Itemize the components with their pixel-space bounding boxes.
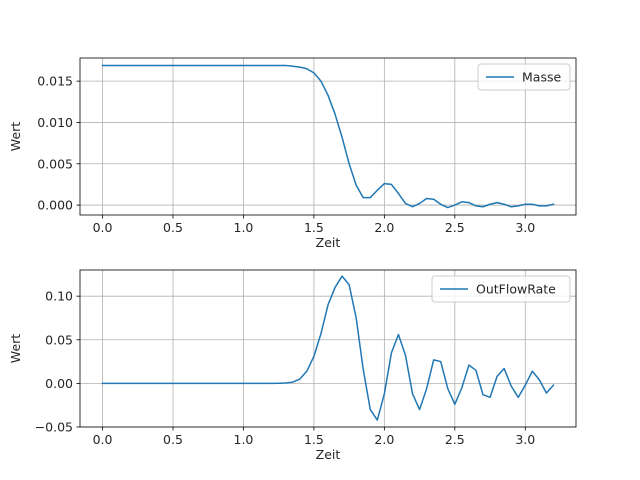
x-tick-label: 2.5 [445,432,465,447]
y-tick-label: 0.005 [37,156,73,171]
x-tick-label: 3.0 [515,220,535,235]
series-line-masse [101,64,555,209]
legend: OutFlowRate [431,275,571,303]
legend: Masse [477,63,571,91]
y-tick-label: 0.010 [37,115,73,130]
legend-label: Masse [522,70,561,85]
y-axis-label: Wert [8,122,23,151]
x-tick-label: 0.5 [163,432,183,447]
x-axis-label: Zeit [316,447,341,462]
legend-box [431,275,571,303]
axes-frame [79,269,577,428]
x-tick-label: 2.5 [445,220,465,235]
y-tick-label: 0.10 [45,289,73,304]
y-tick-label: 0.05 [45,332,73,347]
x-tick-label: 0.0 [93,432,113,447]
y-tick-label: 0.000 [37,198,73,213]
x-tick-label: 1.0 [234,220,254,235]
x-tick-label: 1.5 [304,220,324,235]
x-tick-label: 0.5 [163,220,183,235]
legend-box [477,63,571,91]
x-tick-label: 2.0 [374,432,394,447]
legend-label: OutFlowRate [476,282,556,297]
x-tick-label: 2.0 [374,220,394,235]
axes-frame [79,57,577,216]
series-line-outflowrate [101,275,555,421]
x-axis-label: Zeit [316,235,341,250]
y-tick-label: −0.05 [35,420,73,435]
masse-plot: 0.0 0.5 1.0 1.5 2.0 2.5 3.0 0.000 0.005 0.010 0.01… [8,57,577,250]
outflowrate-plot: 0.0 0.5 1.0 1.5 2.0 2.5 3.0 −0.05 0.00 0.05 0.10 Ze… [8,269,577,462]
y-axis-label: Wert [8,334,23,363]
x-tick-label: 1.5 [304,432,324,447]
y-tick-label: 0.015 [37,74,73,89]
y-tick-label: 0.00 [45,376,73,391]
x-tick-label: 3.0 [515,432,535,447]
x-tick-label: 0.0 [93,220,113,235]
x-tick-label: 1.0 [234,432,254,447]
